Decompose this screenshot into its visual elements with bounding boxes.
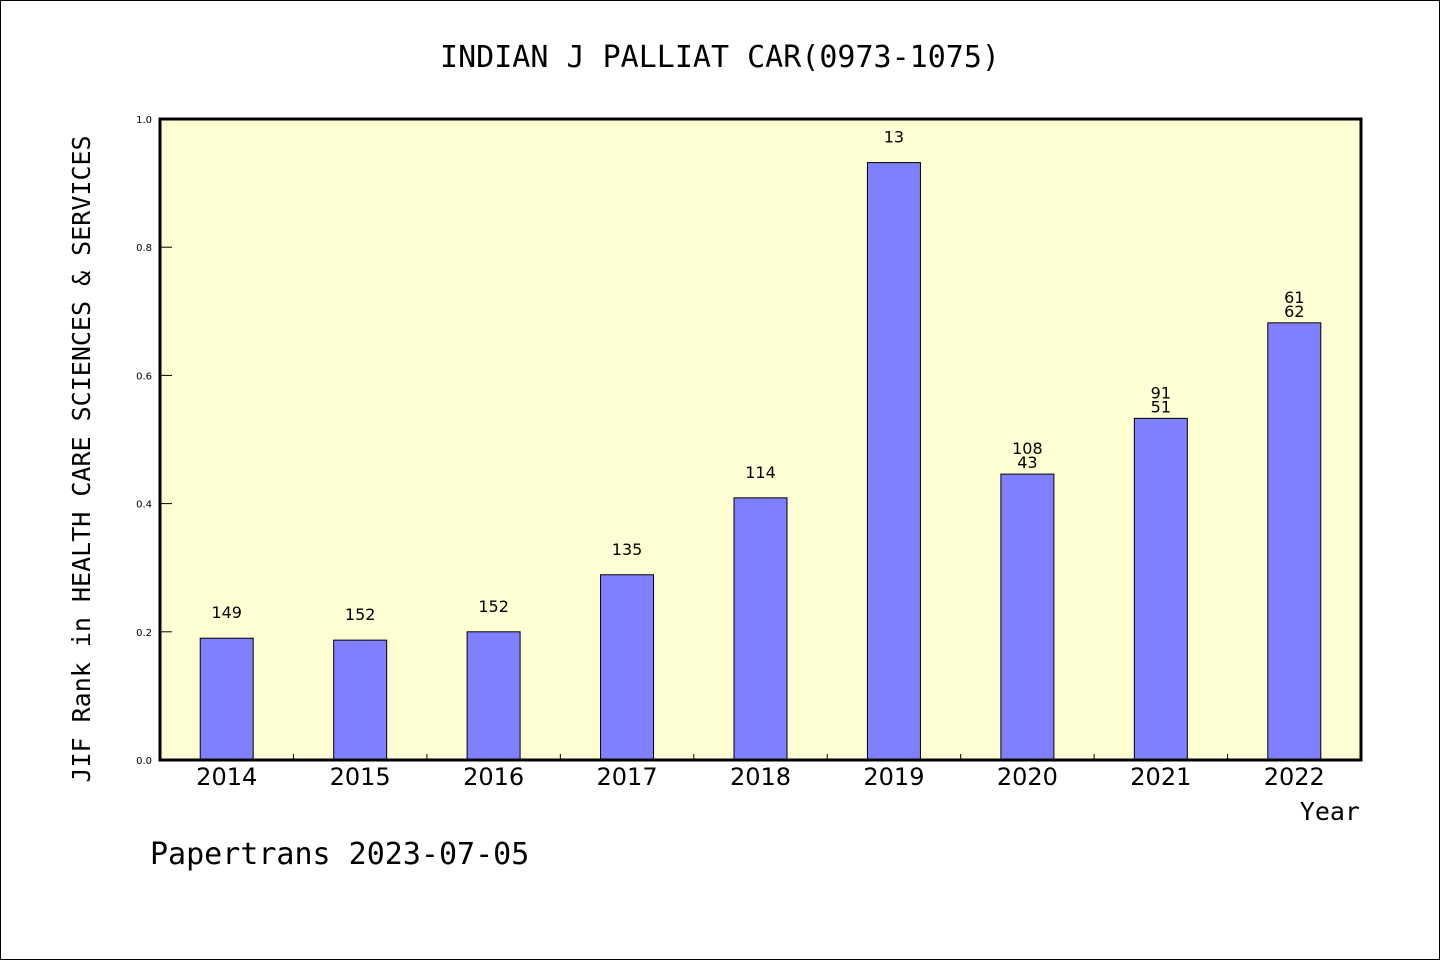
bar-2016: [466, 631, 521, 761]
x-tick-label: 2015: [330, 763, 391, 791]
y-tick-label: 0.0: [136, 756, 152, 767]
x-tick-label: 2020: [997, 763, 1058, 791]
bar-2021: [1133, 417, 1188, 761]
y-tick-label: 0.2: [136, 628, 152, 639]
footer-credit: Papertrans 2023-07-05: [150, 837, 529, 872]
chart-title: INDIAN J PALLIAT CAR(0973-1075): [440, 40, 1000, 75]
y-axis: 0.0 0.2 0.4 0.6 0.8 1.0: [136, 115, 172, 767]
data-label: 13: [884, 128, 904, 147]
data-label: 61: [1284, 288, 1304, 307]
plot-border: [158, 117, 1363, 762]
data-label: 152: [345, 605, 376, 624]
x-tick-label: 2021: [1130, 763, 1191, 791]
data-label: 152: [478, 597, 509, 616]
data-label: 43: [1017, 453, 1037, 472]
x-axis: 2014 2015 2016 2017 2018 2019 2020 2021 2022: [196, 754, 1325, 791]
data-label: 51: [1151, 397, 1171, 416]
data-label: 135: [612, 540, 643, 559]
data-label: 108: [1012, 439, 1043, 458]
x-axis-label: Year: [1300, 797, 1360, 826]
y-tick-label: 1.0: [136, 115, 152, 126]
x-tick-label: 2014: [196, 763, 257, 791]
bar-2017: [600, 574, 655, 761]
x-tick-label: 2019: [863, 763, 924, 791]
data-label: 91: [1151, 383, 1171, 402]
bar-2020: [1000, 473, 1055, 761]
x-tick-label: 2017: [597, 763, 658, 791]
x-tick-label: 2022: [1264, 763, 1325, 791]
y-tick-label: 0.8: [136, 243, 152, 254]
data-label: 114: [745, 463, 776, 482]
data-label: 149: [211, 603, 242, 622]
bars-group: [199, 162, 1322, 761]
y-tick-label: 0.4: [136, 500, 152, 511]
bar-2015: [333, 639, 388, 761]
x-tick-label: 2016: [463, 763, 524, 791]
bar-2019: [866, 162, 921, 761]
y-axis-label: JIF Rank in HEALTH CARE SCIENCES & SERVI…: [67, 135, 96, 782]
bar-2022: [1267, 322, 1322, 761]
data-label: 62: [1284, 302, 1304, 321]
y-tick-label: 0.6: [136, 371, 152, 382]
bar-2018: [733, 497, 788, 761]
x-tick-label: 2018: [730, 763, 791, 791]
bar-2014: [199, 637, 254, 761]
